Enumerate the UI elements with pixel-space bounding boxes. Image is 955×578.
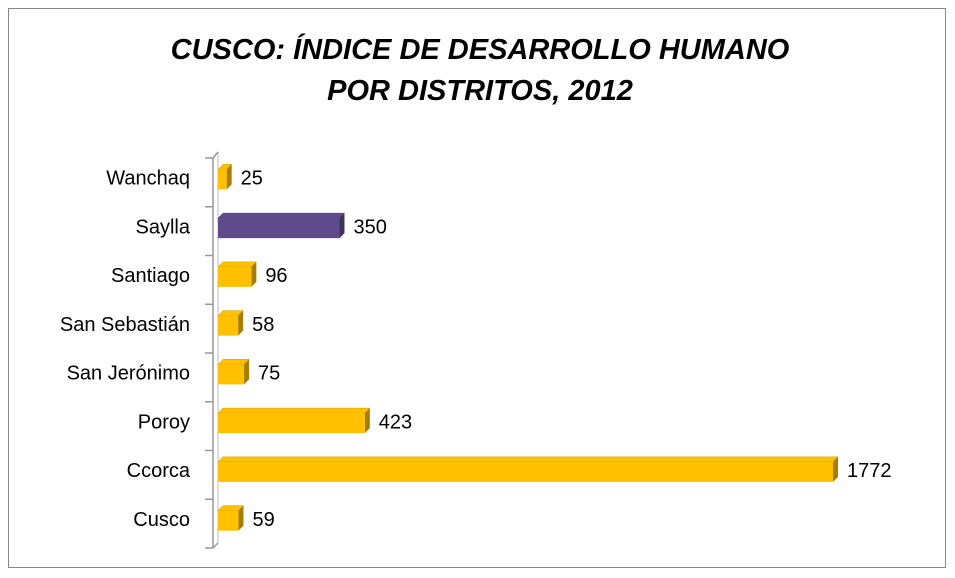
bar-side — [238, 310, 244, 336]
bar-top — [217, 261, 257, 268]
bar — [218, 315, 239, 336]
bar — [218, 364, 245, 385]
bar-side — [226, 164, 232, 190]
bar-side — [364, 408, 370, 434]
category-label: Ccorca — [127, 460, 191, 482]
chart-frame — [8, 8, 946, 568]
value-label: 58 — [252, 314, 274, 336]
value-label: 96 — [265, 265, 287, 287]
bar-top — [217, 359, 250, 365]
category-label: San Sebastián — [60, 314, 190, 336]
bar — [218, 218, 340, 239]
bar-top — [217, 407, 371, 414]
category-label: San Jerónimo — [67, 363, 190, 385]
bar-side — [251, 261, 257, 287]
bar — [218, 169, 227, 190]
value-label: 25 — [241, 168, 263, 190]
bar-side — [339, 213, 345, 239]
category-label: Santiago — [111, 265, 190, 287]
axis-top — [212, 151, 219, 159]
value-label: 59 — [252, 509, 274, 531]
bar — [218, 266, 252, 287]
bar-top — [217, 456, 839, 463]
bar-top — [217, 212, 346, 219]
category-label: Saylla — [136, 216, 191, 238]
category-label: Poroy — [138, 411, 190, 433]
chart-title: CUSCO: ÍNDICE DE DESARROLLO HUMANO POR D… — [170, 34, 790, 107]
bar — [218, 461, 833, 482]
bar-side — [244, 359, 250, 385]
bar — [218, 510, 239, 531]
category-label: Wanchaq — [106, 168, 190, 190]
value-label: 75 — [258, 363, 280, 385]
category-label: Cusco — [133, 509, 190, 531]
axis-floor — [212, 542, 219, 549]
value-label: 1772 — [847, 460, 892, 482]
bar — [218, 413, 365, 434]
value-label: 423 — [379, 411, 412, 433]
bar-side — [833, 456, 838, 482]
value-label: 350 — [353, 216, 386, 238]
bar-side — [238, 505, 244, 531]
